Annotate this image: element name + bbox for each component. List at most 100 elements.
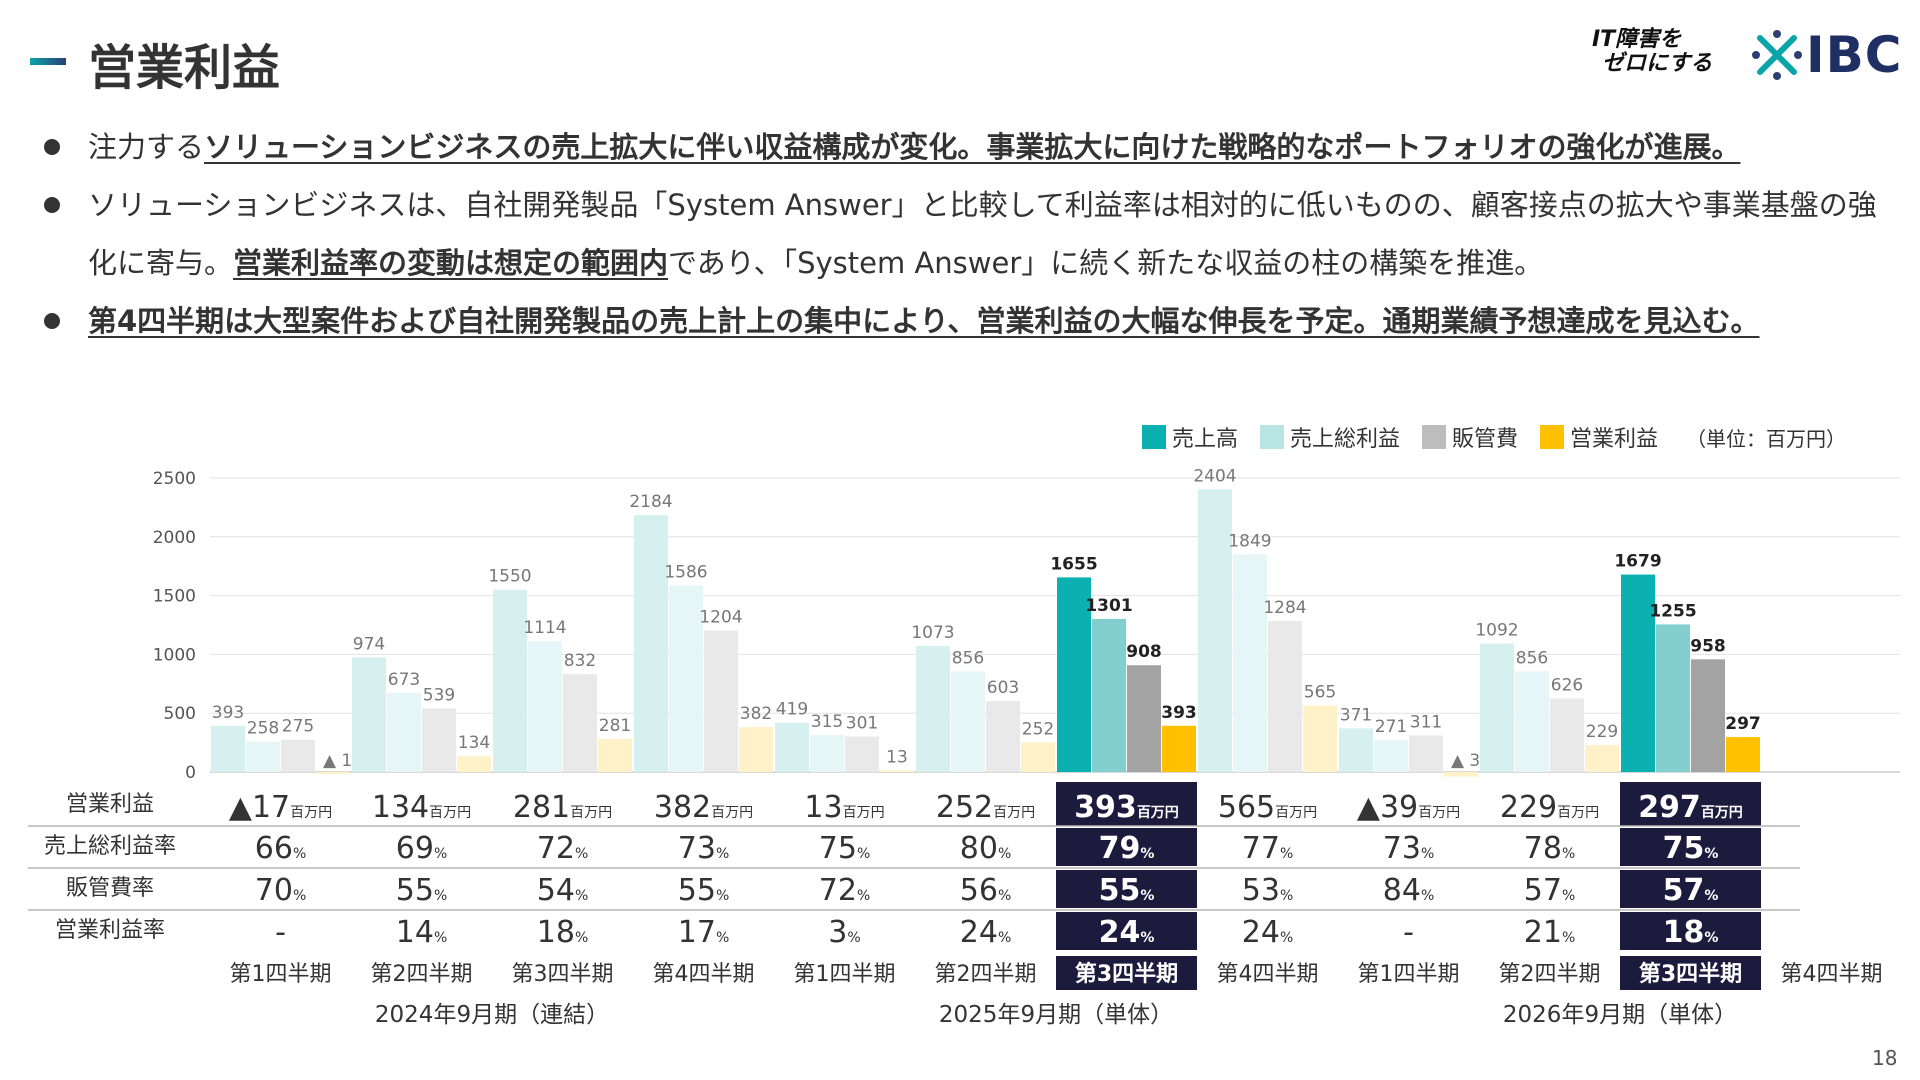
- bar-販管費: [563, 674, 597, 772]
- table-cell: 297百万円: [1638, 790, 1743, 825]
- table-cell: 55%: [396, 873, 448, 908]
- bullet-item: 注力するソリューションビジネスの売上拡大に伴い収益構成が変化。事業拡大に向けた戦…: [44, 118, 1904, 176]
- bar-value-label: 974: [353, 634, 385, 654]
- table-cell-value: 66: [255, 831, 293, 866]
- bar-value-label: 832: [564, 651, 596, 671]
- bullet-text: であり、「System Answer」に続く新たな収益の柱の構築を推進。: [668, 246, 1544, 280]
- bar-売上総利益: [246, 741, 280, 772]
- bar-売上高: [1621, 574, 1655, 772]
- bar-value-label: 1679: [1614, 552, 1661, 572]
- table-cell: 80%: [960, 831, 1012, 866]
- table-cell-unit: 百万円: [1557, 805, 1599, 821]
- table-cell-unit: 百万円: [843, 805, 885, 821]
- table-cell-value: 72: [537, 831, 575, 866]
- bar-売上総利益: [1092, 619, 1126, 772]
- table-cell: -: [275, 915, 286, 950]
- bar-営業利益: [457, 756, 491, 772]
- table-cell: 72%: [819, 873, 871, 908]
- bar-value-label: 393: [212, 703, 244, 723]
- bar-営業利益: [598, 738, 632, 772]
- bar-売上高: [775, 722, 809, 772]
- table-cell: 66%: [255, 831, 307, 866]
- table-cell: 565百万円: [1218, 790, 1317, 825]
- table-cell-value: 3: [828, 915, 847, 950]
- table-cell-unit: %: [1140, 930, 1154, 946]
- ibc-logo-icon: [1752, 30, 1802, 80]
- table-cell-value: 13: [804, 790, 842, 825]
- bullet-dot: [44, 313, 60, 329]
- legend-label: 売上高: [1172, 427, 1239, 452]
- table-cell-unit: %: [998, 846, 1011, 862]
- table-cell: 24%: [1242, 915, 1294, 950]
- table-cell-value: 21: [1524, 915, 1562, 950]
- bar-value-label: 1655: [1050, 554, 1097, 574]
- bullet-emphasis: 営業利益率の変動は想定の範囲内: [233, 246, 669, 280]
- table-cell-value: 55: [396, 873, 434, 908]
- table-cell-value: 80: [960, 831, 998, 866]
- y-tick-label: 2500: [153, 469, 196, 489]
- bar-販管費: [281, 739, 315, 772]
- x-category-label: 第1四半期: [230, 962, 332, 987]
- table-cell: 382百万円: [654, 790, 753, 825]
- table-cell: ▲39百万円: [1357, 790, 1460, 825]
- bar-販管費: [1550, 698, 1584, 772]
- table-cell: 75%: [1663, 831, 1719, 866]
- table-cell: 18%: [537, 915, 589, 950]
- table-cell: -: [1403, 915, 1414, 950]
- bar-value-label: 1114: [523, 618, 566, 638]
- logo-brand: IBC: [1806, 26, 1903, 84]
- table-cell-unit: %: [1421, 888, 1434, 904]
- bar-売上高: [211, 725, 245, 772]
- table-cell: 73%: [678, 831, 730, 866]
- bar-value-label: 229: [1586, 722, 1618, 742]
- table-cell-value: 14: [396, 915, 434, 950]
- highlight-cell: [1056, 956, 1197, 990]
- x-category-label: 第2四半期: [1499, 962, 1601, 987]
- table-cell-unit: %: [293, 846, 306, 862]
- legend-item: 営業利益: [1540, 421, 1658, 453]
- table-cell-unit: %: [1562, 888, 1575, 904]
- bar-value-label: 1073: [911, 623, 954, 643]
- table-cell-unit: %: [1280, 888, 1293, 904]
- highlight-cell: [1056, 870, 1197, 908]
- legend-item: 販管費: [1422, 421, 1518, 453]
- bar-売上総利益: [669, 585, 703, 772]
- table-cell-unit: %: [575, 888, 588, 904]
- table-cell: 281百万円: [513, 790, 612, 825]
- table-cell-unit: 百万円: [429, 805, 471, 821]
- table-cell-value: 297: [1638, 790, 1701, 825]
- bar-売上総利益: [951, 671, 985, 772]
- highlight-cell: [1620, 782, 1761, 826]
- table-cell-value: ▲39: [1357, 790, 1418, 825]
- table-cell: 24%: [1099, 915, 1155, 950]
- table-cell-unit: %: [716, 930, 729, 946]
- x-category-label: 第4四半期: [1781, 962, 1883, 987]
- bar-value-label: 134: [458, 733, 490, 753]
- bar-value-label: 1301: [1085, 596, 1132, 616]
- table-cell-unit: 百万円: [1701, 805, 1743, 821]
- bar-売上総利益: [1374, 740, 1408, 772]
- bar-営業利益: [1303, 705, 1337, 772]
- table-cell-unit: %: [575, 930, 588, 946]
- table-cell: 55%: [1099, 873, 1155, 908]
- table-cell-value: 134: [372, 790, 429, 825]
- bar-value-label: 297: [1725, 714, 1761, 734]
- table-cell-value: 393: [1074, 790, 1137, 825]
- table-cell: 229百万円: [1500, 790, 1599, 825]
- x-category-label: 第1四半期: [794, 962, 896, 987]
- table-cell-value: 24: [1242, 915, 1280, 950]
- bullet-item: ソリューションビジネスは、自社開発製品「System Answer」と比較して利…: [44, 176, 1904, 292]
- title-accent-bar: [30, 58, 66, 65]
- logo-tagline-line2: ゼロにする: [1602, 51, 1713, 76]
- bar-value-label: 271: [1375, 717, 1407, 737]
- table-cell: 73%: [1383, 831, 1435, 866]
- bar-売上高: [1198, 489, 1232, 772]
- table-row-label: 営業利益率: [55, 918, 165, 943]
- table-cell-unit: %: [1704, 846, 1718, 862]
- bar-販管費: [1691, 659, 1725, 772]
- bar-value-label: 908: [1126, 642, 1162, 662]
- table-cell-value: 252: [936, 790, 993, 825]
- bar-営業利益: [1021, 742, 1055, 772]
- bar-value-label: 565: [1304, 683, 1336, 703]
- table-cell-unit: %: [847, 930, 860, 946]
